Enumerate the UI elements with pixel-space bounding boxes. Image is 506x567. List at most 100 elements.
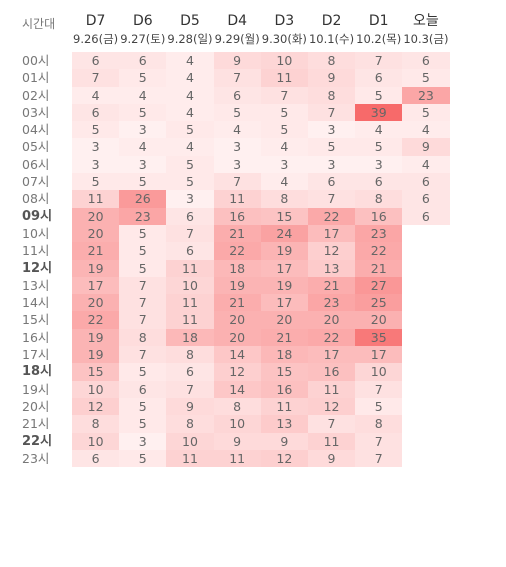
heatmap-cell: 6 xyxy=(355,173,403,191)
heatmap-cell: 4 xyxy=(260,173,308,191)
heatmap-cell: 6 xyxy=(166,207,214,225)
heatmap-cell: 16 xyxy=(213,207,261,225)
hour-label: 15시 xyxy=(22,312,50,328)
hour-label: 17시 xyxy=(22,347,50,363)
heatmap-cell: 16 xyxy=(260,380,308,398)
heatmap-cell: 8 xyxy=(307,86,356,104)
heatmap-cell: 22 xyxy=(355,242,403,260)
heatmap-cell: 15 xyxy=(260,207,308,225)
column-date: 10.2(목) xyxy=(356,32,402,46)
heatmap-cell: 9 xyxy=(260,432,308,450)
heatmap-cell: 5 xyxy=(260,103,308,122)
heatmap-cell: 4 xyxy=(166,86,214,104)
column-day-label: D1 xyxy=(368,13,389,29)
heatmap-cell: 5 xyxy=(119,449,167,468)
heatmap-cell: 23 xyxy=(402,86,450,104)
heatmap-cell: 11 xyxy=(260,69,308,87)
hour-label: 00시 xyxy=(22,53,50,68)
heatmap-cell: 21 xyxy=(72,242,120,260)
table-row: 06시 3 3 5 3 3 3 3 4 xyxy=(22,155,450,174)
table-row: 21시 8 5 8 10 13 7 8 xyxy=(22,415,450,433)
heatmap-cell: 9 xyxy=(307,449,356,468)
heatmap-cell: 5 xyxy=(119,173,167,191)
heatmap-cell: 7 xyxy=(72,69,120,87)
table-row: 14시 20 7 11 21 17 23 25 xyxy=(22,294,450,312)
hour-label: 19시 xyxy=(22,381,50,397)
heatmap-cell: 24 xyxy=(260,224,308,243)
table-row: 13시 17 7 10 19 19 21 27 xyxy=(22,276,450,295)
heatmap-cell: 20 xyxy=(213,311,261,329)
heatmap-cell: 7 xyxy=(355,432,403,450)
heatmap-cell: 7 xyxy=(119,346,167,364)
heatmap-cell: 23 xyxy=(307,294,356,312)
table-row: 15시 22 7 11 20 20 20 20 xyxy=(22,311,450,329)
heatmap-cell xyxy=(402,294,450,312)
table-row: 17시 19 7 8 14 18 17 17 xyxy=(22,346,450,364)
heatmap-cell: 21 xyxy=(355,259,403,277)
column-day-label: 오늘 xyxy=(413,13,439,29)
hour-label: 03시 xyxy=(22,104,50,120)
hour-label: 13시 xyxy=(22,277,50,293)
column-day-label: D2 xyxy=(321,13,342,29)
heatmap-cell: 10 xyxy=(72,432,120,450)
heatmap-cell: 6 xyxy=(402,190,450,208)
table-row: 22시 10 3 10 9 9 11 7 xyxy=(22,432,450,450)
heatmap-cell: 4 xyxy=(119,138,167,156)
heatmap-cell: 6 xyxy=(166,363,214,381)
heatmap-cell: 5 xyxy=(119,259,167,277)
heatmap-cell: 22 xyxy=(307,328,356,347)
heatmap-cell: 3 xyxy=(307,155,356,174)
heatmap-cell xyxy=(402,259,450,277)
heatmap-cell: 6 xyxy=(72,52,120,70)
column-header-d3: D3 9.30(화) xyxy=(261,12,308,52)
heatmap-cell: 21 xyxy=(213,224,261,243)
column-date: 9.27(토) xyxy=(120,32,166,46)
heatmap-cell: 6 xyxy=(213,86,261,104)
table-row: 07시 5 5 5 7 4 6 6 6 xyxy=(22,173,450,191)
heatmap-cell: 5 xyxy=(119,103,167,122)
heatmap-cell: 4 xyxy=(119,86,167,104)
heatmap-cell: 11 xyxy=(213,190,261,208)
heatmap-cell: 4 xyxy=(355,121,403,139)
heatmap-cell: 25 xyxy=(355,294,403,312)
heatmap-cell: 5 xyxy=(166,121,214,139)
table-row: 08시 11 26 3 11 8 7 8 6 xyxy=(22,190,450,208)
heatmap-cell: 19 xyxy=(72,346,120,364)
table-row: 05시 3 4 4 3 4 5 5 9 xyxy=(22,138,450,156)
heatmap-cell: 17 xyxy=(307,224,356,243)
heatmap-cell: 17 xyxy=(72,276,120,295)
heatmap-cell: 15 xyxy=(72,363,120,381)
heatmap-cell: 7 xyxy=(119,294,167,312)
heatmap-cell: 19 xyxy=(213,276,261,295)
heatmap-cell: 17 xyxy=(260,294,308,312)
heatmap-cell: 19 xyxy=(72,259,120,277)
heatmap-cell: 19 xyxy=(72,328,120,347)
heatmap-cell: 23 xyxy=(355,224,403,243)
column-date: 9.26(금) xyxy=(73,32,119,46)
heatmap-cell: 6 xyxy=(402,207,450,225)
heatmap-cell: 26 xyxy=(119,190,167,208)
column-header-d1: D1 10.2(목) xyxy=(355,12,402,52)
table-row: 18시 15 5 6 12 15 16 10 xyxy=(22,363,450,381)
heatmap-cell: 5 xyxy=(119,69,167,87)
heatmap-cell: 3 xyxy=(213,138,261,156)
heatmap-cell: 5 xyxy=(402,69,450,87)
heatmap-cell: 7 xyxy=(119,276,167,295)
heatmap-cell: 5 xyxy=(355,138,403,156)
heatmap-cell: 8 xyxy=(166,346,214,364)
heatmap-cell: 11 xyxy=(260,397,308,416)
heatmap-cell: 11 xyxy=(72,190,120,208)
column-header-today: 오늘 10.3(금) xyxy=(402,12,449,52)
heatmap-cell: 12 xyxy=(213,363,261,381)
time-slot-header: 시간대 xyxy=(22,17,56,31)
heatmap-cell: 27 xyxy=(355,276,403,295)
heatmap-cell: 16 xyxy=(355,207,403,225)
heatmap-cell: 4 xyxy=(402,155,450,174)
heatmap-cell: 12 xyxy=(260,449,308,468)
table-row: 19시 10 6 7 14 16 11 7 xyxy=(22,380,450,398)
column-header-d5: D5 9.28(일) xyxy=(166,12,213,52)
heatmap-cell: 8 xyxy=(355,415,403,433)
heatmap-cell: 22 xyxy=(307,207,356,225)
heatmap-cell: 7 xyxy=(355,52,403,70)
heatmap-cell: 20 xyxy=(213,328,261,347)
